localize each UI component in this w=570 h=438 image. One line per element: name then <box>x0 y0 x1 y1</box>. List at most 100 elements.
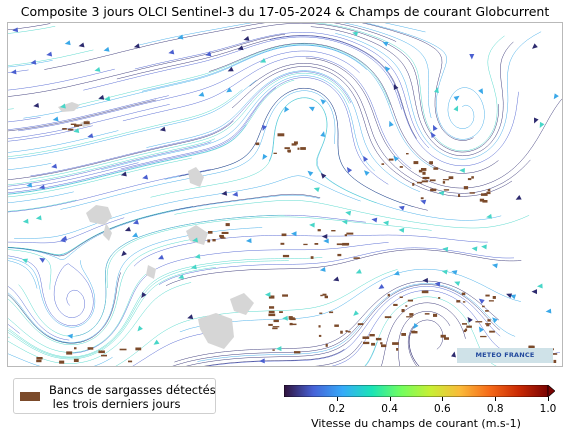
sargassum-patch <box>282 294 288 297</box>
colorbar-tick <box>442 397 444 401</box>
current-arrow <box>341 219 348 225</box>
current-streamlines <box>8 23 562 366</box>
streamline <box>8 99 157 132</box>
sargassum-patch <box>128 360 133 363</box>
current-arrow <box>232 191 239 197</box>
colorbar-tick-label: 0.8 <box>486 403 504 415</box>
current-arrow <box>159 126 166 132</box>
streamline <box>8 80 257 160</box>
streamline <box>8 336 10 339</box>
streamline <box>29 72 350 180</box>
sargassum-patch <box>475 321 483 323</box>
sargassum-patch <box>482 200 488 203</box>
island-hispaniola-east <box>86 205 112 225</box>
sargassum-patch <box>438 297 441 299</box>
sargassum-patch <box>433 313 438 317</box>
streamline <box>8 294 85 344</box>
sargassum-patch <box>371 342 376 346</box>
current-arrow <box>35 215 42 221</box>
current-arrow <box>384 66 391 72</box>
sargassum-patch <box>337 253 342 257</box>
sargassum-patch <box>462 301 466 303</box>
streamline <box>8 163 52 170</box>
sargassum-patch <box>406 316 413 318</box>
streamline <box>305 57 562 189</box>
sargassum-patch <box>300 147 306 150</box>
sargassum-patch <box>273 152 277 154</box>
colorbar-tick <box>495 397 497 401</box>
current-arrow <box>307 170 314 177</box>
sargassum-patch <box>74 347 77 350</box>
sargassum-patch <box>420 197 424 200</box>
sargassum-patch <box>467 178 472 181</box>
current-arrow <box>430 132 436 139</box>
streamline <box>381 302 466 366</box>
streamline <box>8 257 323 358</box>
sargassum-patch <box>412 330 416 333</box>
current-arrow <box>284 106 290 113</box>
sargassum-patch <box>344 234 347 237</box>
current-arrow <box>434 87 439 94</box>
current-arrow <box>194 253 201 259</box>
current-arrow <box>532 43 538 49</box>
current-arrow <box>515 195 522 200</box>
island-trinidad-west <box>198 313 234 349</box>
streamline <box>174 200 530 229</box>
streamline <box>8 260 38 289</box>
current-arrow <box>320 99 327 105</box>
streamline <box>8 209 175 255</box>
current-arrow <box>353 310 359 316</box>
sargassum-patch <box>412 182 415 186</box>
sargassum-legend-label: Bancs de sargasses détectés les trois de… <box>49 383 216 411</box>
sargassum-patch <box>448 176 454 180</box>
sargassum-patch <box>273 319 279 323</box>
streamline <box>8 68 115 91</box>
streamline <box>8 353 113 366</box>
sargassum-patches <box>36 121 558 364</box>
current-arrow <box>264 292 271 298</box>
sargassum-patch <box>277 133 285 137</box>
current-arrow <box>64 40 71 46</box>
map-legend: Bancs de sargasses détectés les trois de… <box>13 378 216 414</box>
sargassum-patch <box>291 143 297 146</box>
meteo-france-credit: METEO FRANCE <box>457 348 553 363</box>
streamline <box>315 23 505 152</box>
streamline <box>18 215 285 337</box>
current-arrow <box>282 315 288 321</box>
streamline <box>241 23 499 153</box>
sargassum-patch <box>392 342 399 345</box>
streamline <box>83 36 403 110</box>
current-arrow <box>309 222 315 228</box>
current-arrow <box>198 91 205 97</box>
sargassum-patch <box>212 239 216 242</box>
current-arrow <box>67 333 73 339</box>
sargassum-patch <box>469 192 475 194</box>
current-arrow <box>313 187 320 193</box>
sargassum-patch <box>66 351 73 355</box>
current-arrow <box>221 190 228 196</box>
current-arrow <box>453 95 460 101</box>
sargassum-patch <box>387 293 390 297</box>
colorbar-extend-arrow <box>547 385 555 397</box>
current-arrow <box>59 237 66 243</box>
sargassum-patch <box>362 336 370 339</box>
current-arrow <box>94 66 101 72</box>
streamline <box>8 162 139 190</box>
sargassum-patch <box>422 176 430 180</box>
sargassum-patch <box>268 295 275 299</box>
current-arrow <box>553 93 559 100</box>
colorbar-title: Vitesse du champs de courant (m.s-1) <box>311 417 521 430</box>
current-arrow <box>438 191 445 196</box>
sargassum-patch <box>303 243 308 246</box>
sargassum-patch <box>289 323 297 326</box>
sargassum-patch <box>363 341 370 345</box>
streamline <box>407 325 417 366</box>
current-arrow <box>157 254 164 260</box>
current-arrow <box>478 298 485 305</box>
current-arrow <box>104 95 111 101</box>
current-arrow <box>21 258 29 264</box>
sargassum-patch <box>424 313 430 315</box>
sargassum-patch <box>421 290 429 294</box>
current-arrow <box>39 184 45 190</box>
island-trinidad-east <box>230 293 254 315</box>
